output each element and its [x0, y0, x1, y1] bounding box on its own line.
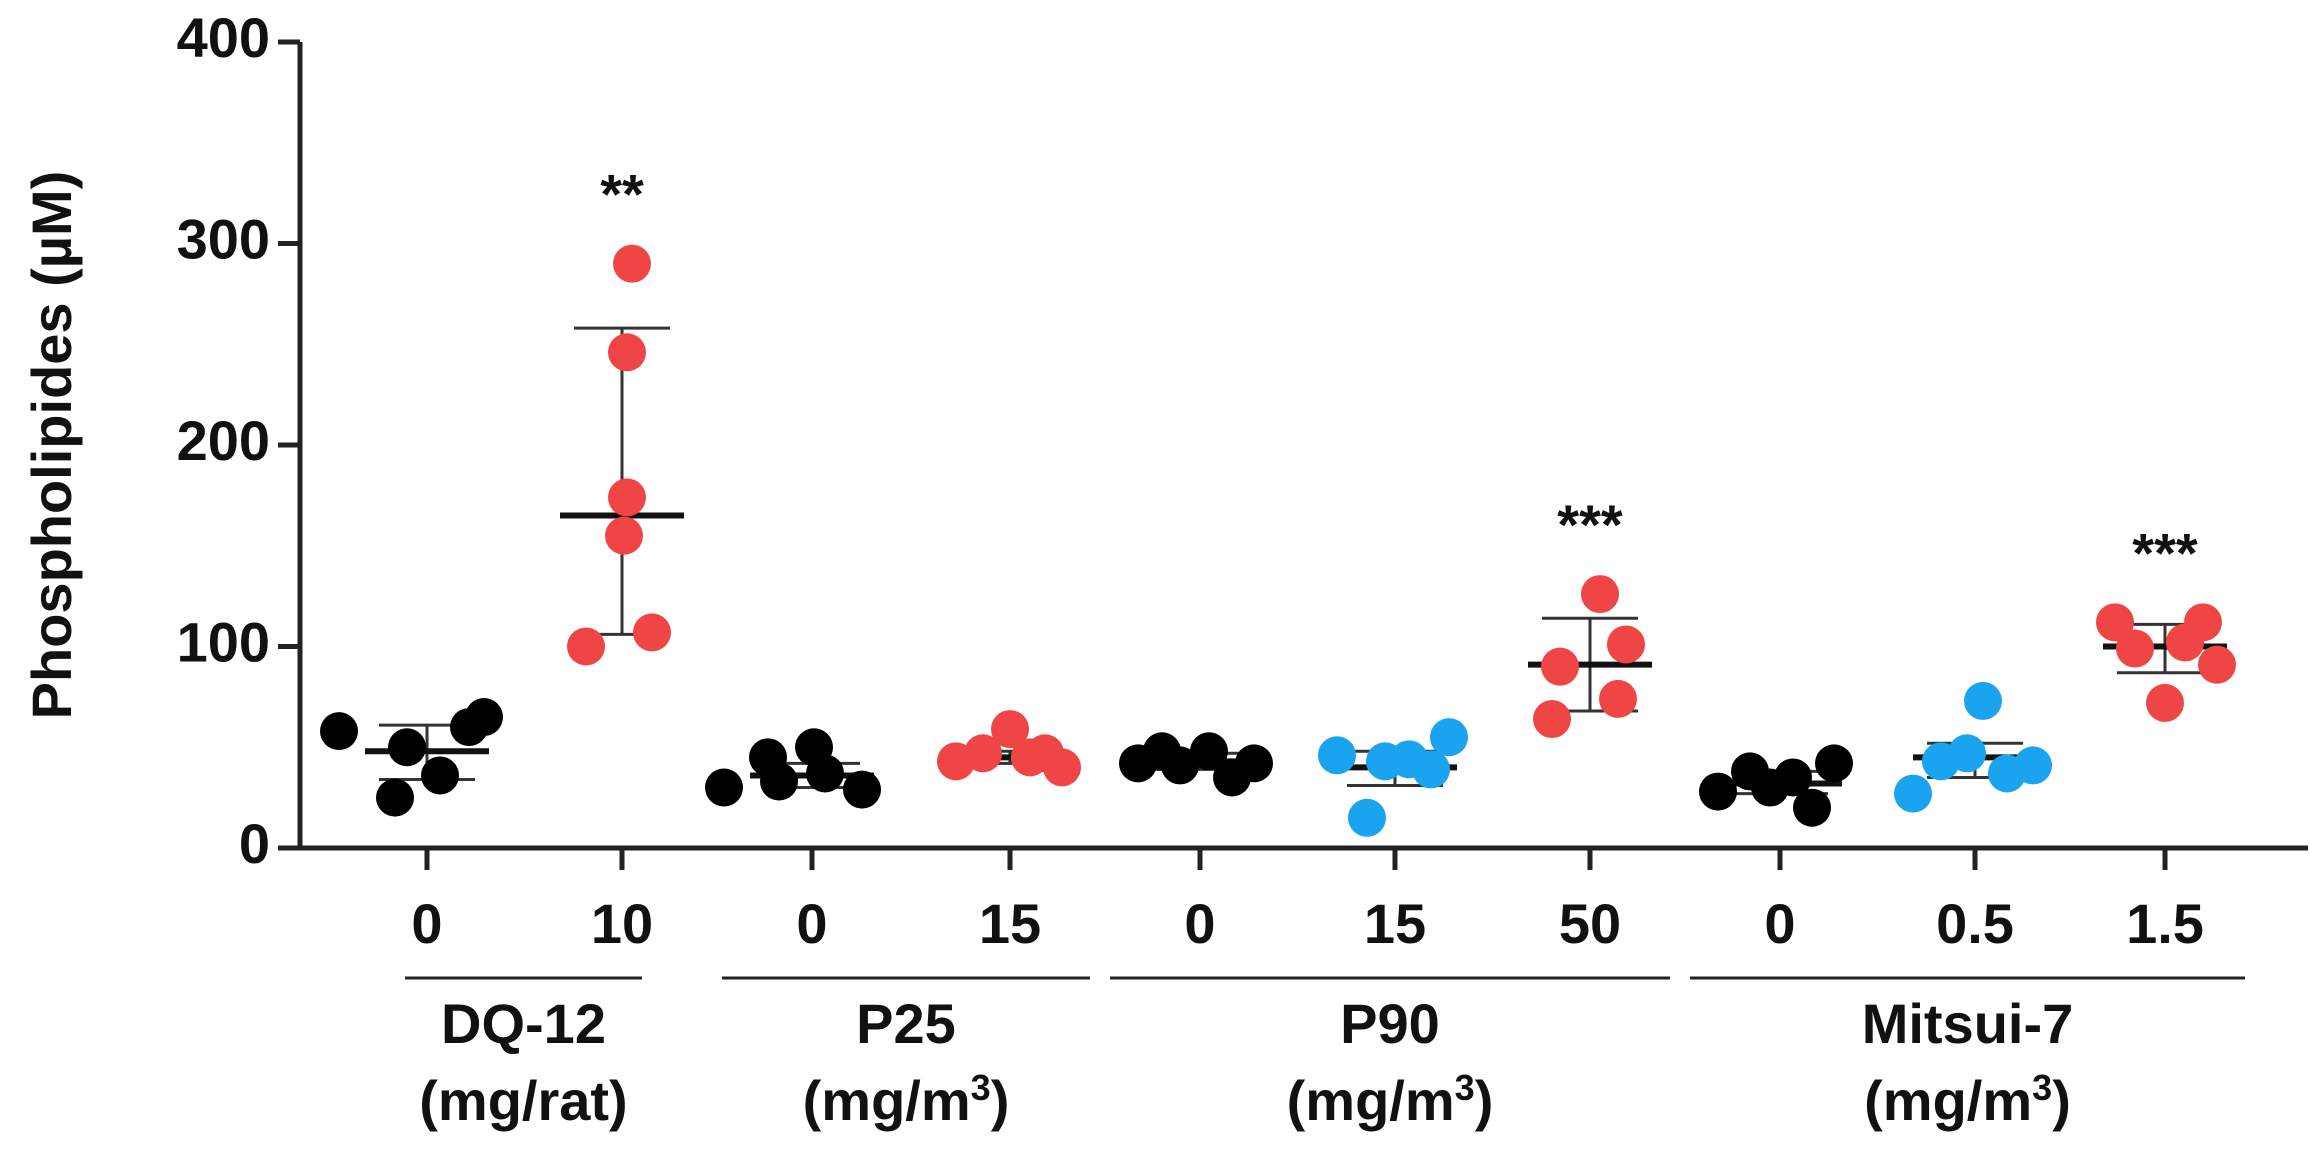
group-unit: (mg/m3) [803, 1067, 1010, 1133]
group-unit-superscript: 3 [2032, 1067, 2052, 1108]
data-point [608, 333, 646, 372]
data-point [1541, 647, 1579, 686]
y-axis-label: Phospholipides (µM) [20, 171, 83, 720]
data-point [605, 516, 643, 555]
group-unit-close: ) [1475, 1069, 1494, 1132]
y-tick-label: 200 [177, 409, 270, 472]
group-unit-superscript: 3 [1455, 1067, 1475, 1108]
data-point [760, 762, 798, 801]
error-bars [365, 326, 2227, 796]
x-tick-label: 50 [1559, 892, 1621, 955]
data-point [1533, 700, 1571, 739]
data-point [1815, 744, 1853, 783]
data-points [320, 244, 2236, 837]
data-point [1774, 758, 1812, 797]
group-name: Mitsui-7 [1862, 992, 2074, 1055]
data-point [633, 613, 671, 652]
data-point [2014, 746, 2052, 785]
data-point [1599, 679, 1637, 718]
data-point [421, 756, 459, 795]
y-tick-label: 300 [177, 207, 270, 270]
data-point [376, 778, 414, 817]
data-point [1161, 746, 1199, 785]
data-point [843, 770, 881, 809]
data-point [1699, 772, 1737, 811]
group-name: DQ-12 [441, 992, 606, 1055]
x-tick-label: 1.5 [2126, 892, 2204, 955]
group-unit-text: (mg/m [1864, 1069, 2032, 1132]
significance-mark: *** [1557, 493, 1623, 556]
data-point [1043, 748, 1081, 787]
data-point [1948, 734, 1986, 773]
data-point [465, 698, 503, 737]
x-tick-label: 15 [979, 892, 1041, 955]
x-tick-label: 0 [411, 892, 442, 955]
data-point [567, 627, 605, 666]
y-tick-label: 400 [177, 6, 270, 69]
data-point [613, 244, 651, 283]
data-point [1412, 750, 1450, 789]
data-point [1430, 718, 1468, 757]
data-point [608, 478, 646, 517]
data-point [1964, 681, 2002, 720]
data-point [388, 728, 426, 767]
data-point [2198, 645, 2236, 684]
significance-marks: ***** *** [600, 163, 2198, 585]
data-point [1894, 774, 1932, 813]
data-point [1607, 625, 1645, 664]
data-point [991, 710, 1029, 749]
y-tick-label: 0 [239, 812, 270, 875]
data-point [1190, 732, 1228, 771]
x-tick-label: 15 [1364, 892, 1426, 955]
group-unit-close: ) [991, 1069, 1010, 1132]
y-ticks: 0 100 200 300 400 [177, 6, 300, 875]
group-unit-superscript: 3 [971, 1067, 991, 1108]
group-name: P25 [856, 992, 956, 1055]
group-unit: (mg/m3) [1864, 1067, 2071, 1133]
group-unit: (mg/m3) [1287, 1067, 1494, 1133]
group-unit-text: (mg/rat) [419, 1069, 627, 1132]
x-ticks: 0 10 0 15 0 15 50 0 0.5 1.5 [411, 848, 2204, 955]
data-point [705, 768, 743, 807]
y-tick-label: 100 [177, 610, 270, 673]
significance-mark: ** [600, 163, 644, 226]
data-point [320, 712, 358, 751]
group-unit: (mg/rat) [419, 1069, 627, 1132]
data-point [2184, 603, 2222, 642]
data-point [1318, 736, 1356, 775]
data-point [2146, 683, 2184, 722]
significance-mark: *** [2132, 521, 2198, 584]
data-point [1235, 744, 1273, 783]
x-tick-label: 0 [796, 892, 827, 955]
x-tick-label: 10 [591, 892, 653, 955]
data-point [964, 734, 1002, 773]
group-name: P90 [1340, 992, 1440, 1055]
x-tick-label: 0 [1184, 892, 1215, 955]
data-point [806, 754, 844, 793]
group-labels: DQ-12(mg/rat)P25(mg/m3)P90(mg/m3)Mitsui-… [405, 976, 2245, 1133]
group-unit-text: (mg/m [1287, 1069, 1455, 1132]
data-point [1348, 798, 1386, 837]
data-point [1581, 575, 1619, 614]
x-tick-label: 0.5 [1936, 892, 2014, 955]
data-point [1793, 788, 1831, 827]
group-unit-close: ) [2052, 1069, 2071, 1132]
x-tick-label: 0 [1764, 892, 1795, 955]
data-point [2116, 629, 2154, 668]
data-point [2096, 603, 2134, 642]
group-unit-text: (mg/m [803, 1069, 971, 1132]
